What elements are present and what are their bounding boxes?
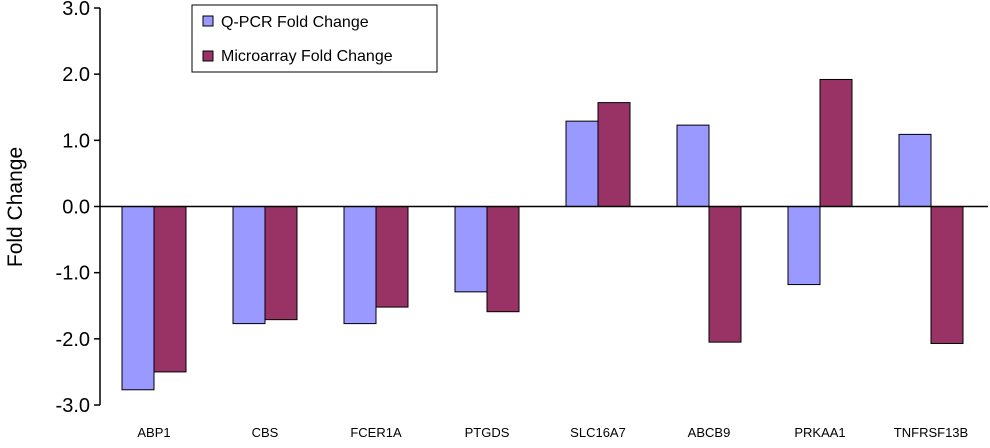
y-tick-label: -1.0 bbox=[56, 263, 90, 285]
bar-microarray-cbs bbox=[264, 206, 298, 321]
y-axis-ticks: -3.0 -2.0 -1.0 0.0 1.0 2.0 3.0 bbox=[56, 0, 100, 417]
bar-microarray-ptgds bbox=[486, 206, 520, 313]
x-tick-label: CBS bbox=[252, 425, 279, 440]
x-tick-label: ABP1 bbox=[137, 425, 170, 440]
bar-qpcr-abcb9 bbox=[676, 124, 710, 207]
y-axis-title: Fold Change bbox=[4, 147, 27, 267]
y-tick-label: 0.0 bbox=[62, 197, 90, 219]
x-tick-label: TNFRSF13B bbox=[894, 425, 968, 440]
bar-microarray-abcb9 bbox=[708, 206, 742, 343]
bar-qpcr-tnfrsf13b bbox=[898, 133, 932, 207]
x-axis-labels: ABP1 CBS FCER1A PTGDS SLC16A7 ABCB9 PRKAA1 TNFR… bbox=[137, 425, 968, 440]
legend-swatch-microarray bbox=[202, 50, 214, 62]
y-tick-label: -3.0 bbox=[56, 395, 90, 417]
legend: Q-PCR Fold Change Microarray Fold Change bbox=[191, 4, 438, 73]
bar-qpcr-ptgds bbox=[454, 206, 488, 293]
x-tick-label: PTGDS bbox=[465, 425, 510, 440]
legend-swatch-qpcr bbox=[202, 15, 214, 27]
legend-box bbox=[191, 4, 438, 73]
axes bbox=[99, 8, 988, 405]
legend-label-microarray: Microarray Fold Change bbox=[221, 48, 393, 65]
x-tick-label: FCER1A bbox=[350, 425, 402, 440]
bar-series bbox=[121, 78, 964, 391]
bar-microarray-slc16a7 bbox=[597, 102, 631, 207]
bar-qpcr-cbs bbox=[232, 206, 266, 325]
bar-microarray-fcer1a bbox=[375, 206, 409, 308]
x-tick-label: SLC16A7 bbox=[570, 425, 626, 440]
y-tick-label: 2.0 bbox=[62, 64, 90, 86]
y-tick-label: -2.0 bbox=[56, 329, 90, 351]
bar-qpcr-abp1 bbox=[121, 206, 155, 391]
bar-qpcr-slc16a7 bbox=[565, 120, 599, 207]
y-tick-label: 1.0 bbox=[62, 130, 90, 152]
legend-label-qpcr: Q-PCR Fold Change bbox=[221, 14, 369, 31]
bar-microarray-prkaa1 bbox=[819, 78, 853, 207]
x-tick-label: ABCB9 bbox=[688, 425, 731, 440]
bar-microarray-tnfrsf13b bbox=[930, 206, 964, 344]
bar-qpcr-prkaa1 bbox=[787, 206, 821, 286]
bar-qpcr-fcer1a bbox=[343, 206, 377, 325]
bar-microarray-abp1 bbox=[153, 206, 187, 373]
x-tick-label: PRKAA1 bbox=[794, 425, 845, 440]
y-tick-label: 3.0 bbox=[62, 0, 90, 20]
